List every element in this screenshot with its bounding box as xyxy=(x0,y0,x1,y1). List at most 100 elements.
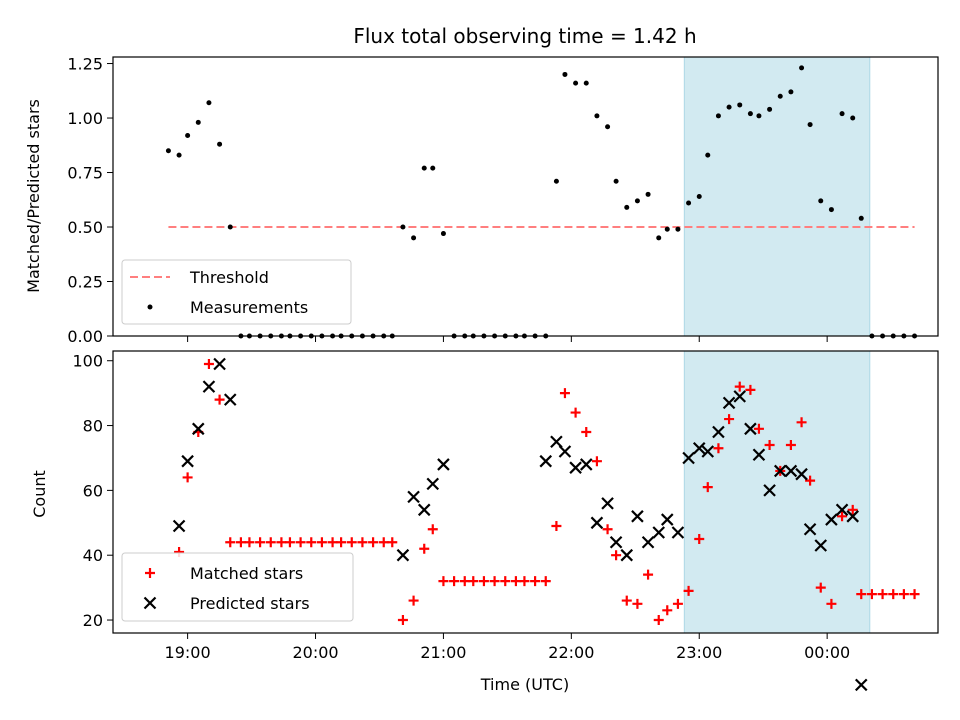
top-marks xyxy=(165,65,918,339)
matched-star-point xyxy=(438,576,449,587)
matched-star-point xyxy=(702,482,713,493)
matched-star-point xyxy=(540,576,551,587)
measurement-point xyxy=(176,152,182,158)
measurement-point xyxy=(217,141,223,147)
matched-star-point xyxy=(764,440,775,450)
legend-threshold-label: Threshold xyxy=(189,268,269,287)
top-legend-box xyxy=(121,259,352,325)
top-plot-frame xyxy=(112,56,939,337)
matched-star-point xyxy=(327,537,338,548)
predicted-star-point xyxy=(396,548,410,562)
measurement-point xyxy=(788,89,794,95)
measurement-point xyxy=(411,235,417,241)
predicted-star-point xyxy=(773,464,787,478)
matched-star-point xyxy=(847,504,858,515)
measurement-point xyxy=(747,111,753,117)
measurement-point xyxy=(634,198,640,204)
predicted-star-point xyxy=(417,503,431,517)
matched-star-point xyxy=(866,589,877,600)
bottom-plot-frame xyxy=(112,350,939,634)
predicted-star-point xyxy=(795,467,808,481)
measurement-point xyxy=(777,93,783,99)
predicted-star-point xyxy=(202,380,216,393)
matched-star-point xyxy=(643,569,654,580)
predicted-star-point xyxy=(558,445,572,458)
matched-star-point xyxy=(785,440,796,450)
predicted-star-point xyxy=(814,539,828,552)
x-tick-label: 20:00 xyxy=(292,643,338,662)
matched-star-point xyxy=(621,595,632,606)
measurement-point xyxy=(799,65,805,71)
predicted-star-point xyxy=(539,454,553,468)
predicted-star-point xyxy=(652,526,666,539)
bottom-x-ticks: 19:00 20:00 21:00 22:00 23:00 00:00 xyxy=(165,633,850,662)
measurement-point xyxy=(756,113,762,119)
y-tick-label: 1.25 xyxy=(67,55,103,74)
matched-star-point xyxy=(510,576,521,587)
measurement-point xyxy=(767,106,773,112)
measurement-point xyxy=(828,207,834,213)
matched-star-point xyxy=(662,605,673,616)
y-tick-label: 100 xyxy=(72,352,103,371)
predicted-star-point xyxy=(692,441,706,455)
matched-star-point xyxy=(244,537,255,548)
matched-star-point xyxy=(745,384,756,395)
y-tick-label: 40 xyxy=(83,546,103,565)
measurement-point xyxy=(553,178,559,184)
matched-star-point xyxy=(909,589,920,600)
matched-star-point xyxy=(378,537,389,548)
measurement-point xyxy=(807,122,813,128)
legend-matched-label: Matched stars xyxy=(190,564,303,583)
matched-star-point xyxy=(265,537,276,548)
predicted-star-point xyxy=(181,454,194,468)
predicted-star-point xyxy=(579,458,593,471)
matched-star-point xyxy=(898,589,909,600)
matched-star-point xyxy=(713,443,724,454)
matched-star-point xyxy=(837,511,848,522)
bottom-marks xyxy=(172,357,920,692)
y-tick-label: 20 xyxy=(83,611,103,630)
predicted-star-point xyxy=(784,464,798,478)
matched-star-point xyxy=(346,537,357,548)
matched-star-point xyxy=(500,576,511,587)
predicted-star-point xyxy=(803,522,817,536)
measurement-point xyxy=(227,224,233,230)
measurement-point xyxy=(400,224,406,230)
x-axis-label: Time (UTC) xyxy=(480,675,569,694)
matched-star-point xyxy=(805,475,816,486)
measurement-point xyxy=(715,113,721,119)
measurement-point xyxy=(440,231,446,237)
legend-plus-mark xyxy=(145,568,155,578)
matched-star-point xyxy=(724,414,735,425)
matched-star-point xyxy=(182,472,193,483)
chart-title: Flux total observing time = 1.42 h xyxy=(353,24,696,48)
matched-star-point xyxy=(235,537,246,548)
measurement-point xyxy=(421,165,427,171)
legend-matched-swatch xyxy=(145,568,155,578)
predicted-star-point xyxy=(701,445,715,458)
predicted-star-point xyxy=(620,548,634,562)
y-tick-label: 0.75 xyxy=(67,164,103,183)
y-tick-label: 1.00 xyxy=(67,109,103,128)
bottom-y-axis-label: Count xyxy=(30,470,49,518)
matched-star-point xyxy=(203,358,214,369)
matched-star-point xyxy=(489,576,500,587)
predicted-star-point xyxy=(846,510,860,523)
measurement-point xyxy=(165,148,171,154)
measurement-point xyxy=(664,226,670,232)
top-legend: Threshold Measurements xyxy=(121,259,352,325)
predicted-star-point xyxy=(733,390,747,403)
matched-star-point xyxy=(368,537,379,548)
measurement-point xyxy=(573,80,579,86)
x-tick-label: 00:00 xyxy=(804,643,850,662)
matched-star-point xyxy=(519,576,530,587)
measurement-point xyxy=(705,152,711,158)
y-tick-label: 0.00 xyxy=(67,327,103,346)
predicted-star-point xyxy=(590,516,604,530)
measurement-point xyxy=(185,132,191,138)
predicted-star-point xyxy=(609,535,623,549)
predicted-star-point xyxy=(744,422,757,436)
matched-star-point xyxy=(408,595,419,606)
matched-star-point xyxy=(672,598,683,609)
y-tick-label: 0.50 xyxy=(67,218,103,237)
